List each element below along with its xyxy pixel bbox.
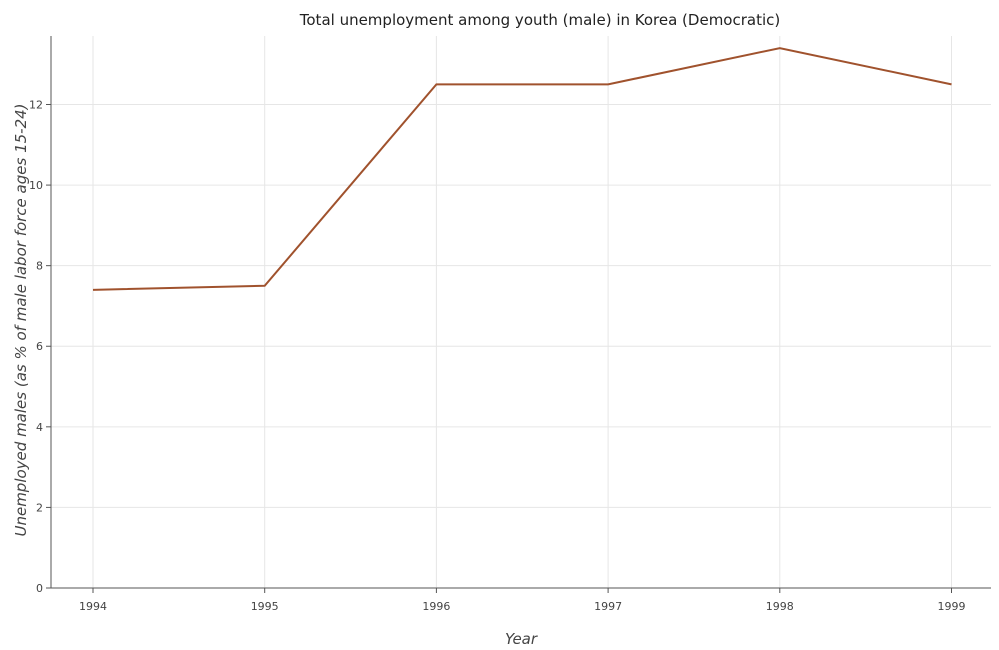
x-tick-label-1994: 1994: [79, 600, 107, 613]
x-tick-label-1999: 1999: [938, 600, 966, 613]
tick-labels: 0 2 4 6 8 10 12 1994 1995 1996 1997 1998 1999: [29, 98, 966, 613]
axes: [46, 36, 991, 593]
x-tick-label-1997: 1997: [594, 600, 622, 613]
y-tick-label-6: 6: [36, 340, 43, 353]
y-tick-label-2: 2: [36, 501, 43, 514]
chart-title: Total unemployment among youth (male) in…: [299, 11, 780, 29]
y-tick-label-10: 10: [29, 179, 43, 192]
y-tick-label-8: 8: [36, 260, 43, 273]
y-tick-label-12: 12: [29, 98, 43, 111]
x-tick-label-1996: 1996: [422, 600, 450, 613]
x-axis-label: Year: [505, 630, 538, 648]
x-tick-label-1995: 1995: [251, 600, 279, 613]
series-layer: [92, 47, 952, 291]
y-tick-label-0: 0: [36, 582, 43, 595]
y-axis-label: Unemployed males (as % of male labor for…: [12, 103, 30, 536]
grid-lines: [51, 36, 991, 589]
y-tick-label-4: 4: [36, 421, 43, 434]
x-tick-label-1998: 1998: [766, 600, 794, 613]
series-line-0: [92, 47, 952, 291]
